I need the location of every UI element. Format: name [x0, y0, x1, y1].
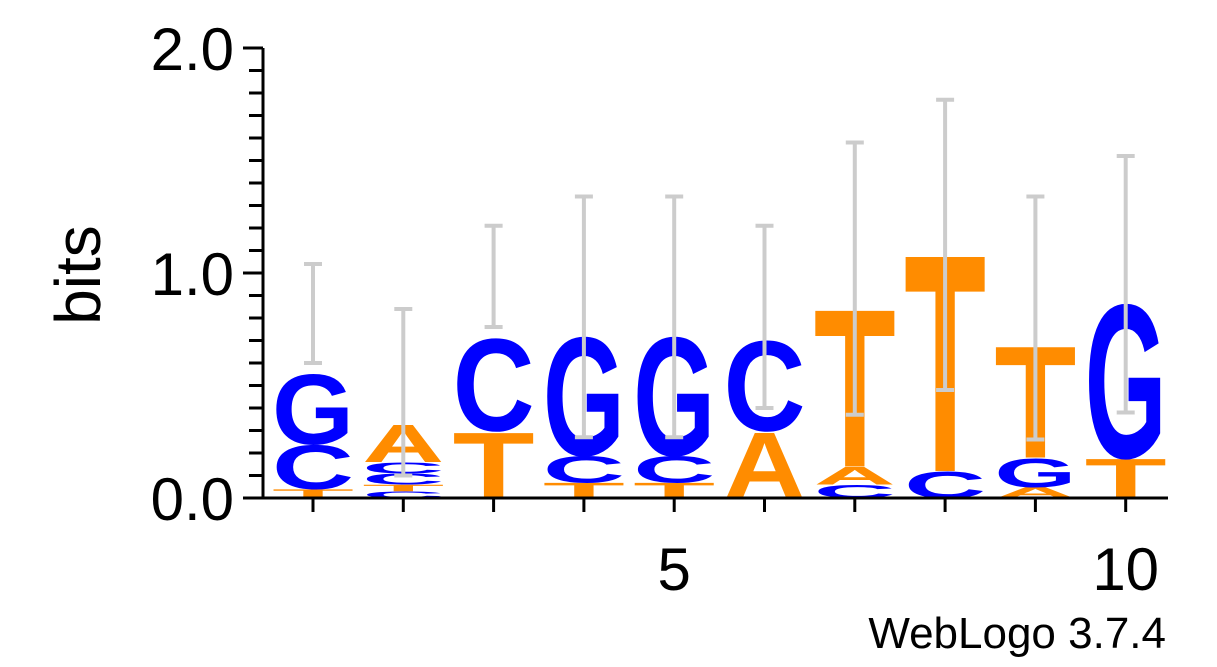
error-bar [755, 223, 774, 410]
error-bar [304, 262, 322, 365]
y-axis-label: bits [42, 225, 114, 325]
error-bars [304, 97, 1135, 478]
logo-letter-c: C [272, 433, 354, 503]
logo-letter-a: A [814, 462, 896, 490]
x-tick-label: 10 [1092, 536, 1159, 603]
error-bar [484, 223, 503, 329]
error-bar [936, 97, 955, 392]
y-tick-label: 0.0 [151, 466, 234, 533]
x-ticks: 5 10 [311, 498, 1159, 603]
error-bar [1116, 154, 1135, 415]
logo-letter-c: C [543, 448, 625, 490]
logo-letter-c: C [362, 471, 444, 488]
logo-letter-c: C [453, 313, 535, 460]
y-tick-label: 2.0 [151, 16, 234, 83]
logo-letter-g: G [994, 450, 1076, 495]
error-bar [845, 140, 864, 417]
y-ticks: 0.0 1.0 2.0 [151, 16, 263, 533]
footer-credit: WebLogo 3.7.4 [868, 609, 1166, 658]
logo-letter-c: C [362, 490, 444, 501]
logo-letter-g: G [272, 353, 354, 465]
x-tick-label: 5 [658, 536, 691, 603]
error-bar [574, 194, 593, 440]
error-bar [665, 194, 684, 440]
logo-letter-t: T [362, 483, 444, 494]
logo-letter-c: C [633, 448, 715, 490]
error-bar [1026, 194, 1045, 442]
letter-stacks: TCGCTCCATCTCGTCGACCATCTAGTTG [272, 189, 1167, 537]
y-tick-label: 1.0 [151, 241, 234, 308]
error-bar [394, 307, 413, 478]
